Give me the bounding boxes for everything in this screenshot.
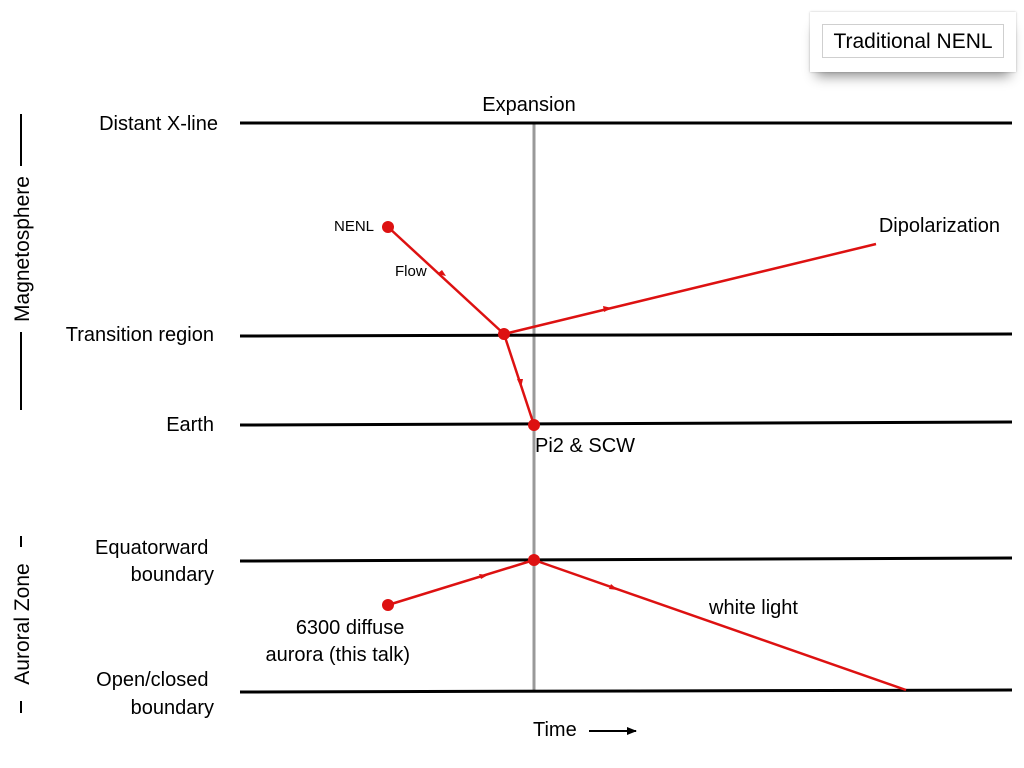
transition-region-line [239,332,1013,338]
label-open-closed-line1: Open/closed [96,669,208,691]
nenl-label: NENL [334,218,374,235]
label-transition-region-line1: Transition region [66,324,214,346]
pi2-scw-label: Pi2 & SCW [535,435,635,457]
title-badge: Traditional NENL [810,12,1016,72]
flow-arrowhead [437,270,446,276]
dipolarization-path [503,242,877,336]
earthward-arrowhead [517,379,523,388]
transition-point [498,328,510,340]
label-transition-region: Transition region [66,324,214,346]
nenl-point [382,221,394,233]
open-closed-boundary-line [239,688,1013,694]
equatorward-point [528,554,540,566]
title-badge-text: Traditional NENL [833,30,993,53]
white-light-label: white light [708,597,798,619]
auroral-zone-group-label: Auroral Zone [11,563,34,684]
equatorward-boundary-line [239,556,1013,563]
diffuse-aurora-arrowhead [479,574,488,579]
diffuse-aurora-line2: aurora (this talk) [266,644,411,666]
dipolarization-label: Dipolarization [879,215,1000,237]
diffuse-aurora-point [382,599,394,611]
time-label: Time [533,719,577,741]
expansion-label: Expansion [482,94,575,116]
label-earth-line1: Earth [166,414,214,436]
flow-label: Flow [395,263,427,280]
label-distant-xline-line1: Distant X-line [99,113,218,135]
label-equatorward-boundary: Equatorward boundary [95,537,214,586]
earth-point [528,419,540,431]
label-equatorward-line1: Equatorward [95,537,208,559]
diffuse-aurora-path [387,558,535,607]
white-light-arrowhead [609,584,618,590]
title-badge-frame [822,24,1004,58]
label-equatorward-line2: boundary [131,564,214,586]
white-light-path [533,558,907,692]
nenl-to-transition-path [387,226,505,335]
label-open-closed-boundary: Open/closed boundary [96,669,214,719]
dipolarization-arrowhead [603,306,612,312]
earth-line [239,420,1013,427]
label-earth: Earth [166,414,214,436]
label-open-closed-line2: boundary [131,697,214,719]
diffuse-aurora-label: 6300 diffuse aurora (this talk) [266,617,411,666]
diffuse-aurora-line1: 6300 diffuse [296,617,405,639]
magnetosphere-group-label: Magnetosphere [11,176,34,322]
label-distant-xline: Distant X-line [99,113,218,135]
